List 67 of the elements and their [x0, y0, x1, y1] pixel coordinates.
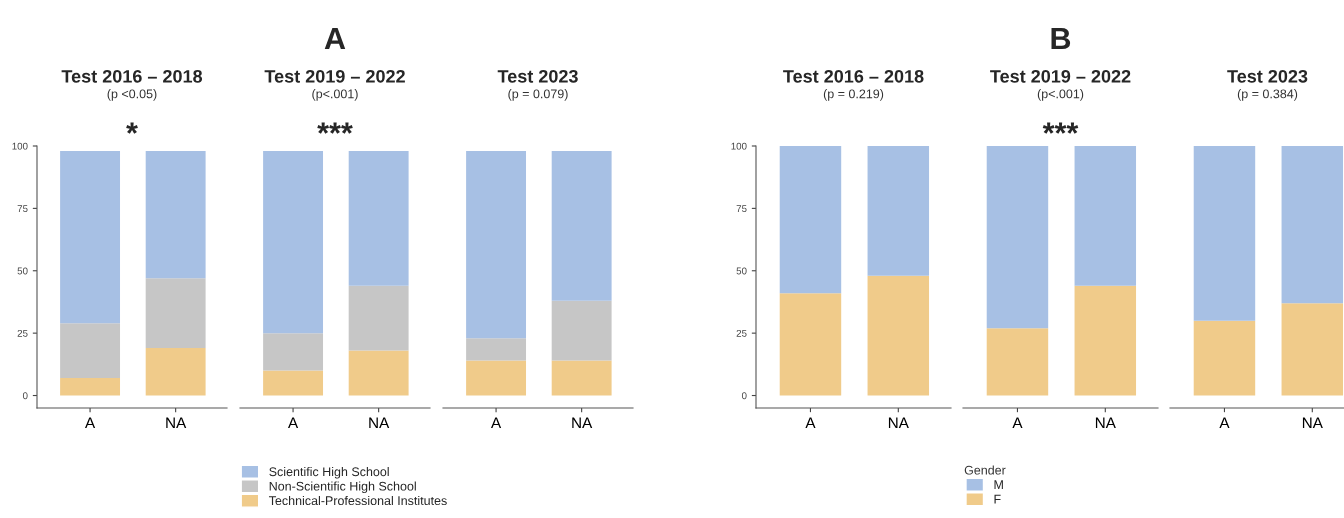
text: *** [1042, 122, 1079, 134]
y-tick-label: 25 [17, 329, 28, 337]
bar [466, 338, 527, 361]
chart-title: Test 2023 [497, 69, 578, 83]
legend-label: Scientific High School [269, 466, 389, 479]
bar [551, 360, 612, 396]
legend-title: Gender [964, 465, 1006, 475]
bar [263, 370, 324, 396]
chart-subtitle: (p = 0.079) [508, 89, 568, 101]
bar [867, 146, 930, 276]
y-tick-label: 50 [736, 267, 747, 275]
bar [263, 333, 324, 371]
legend-label: F [994, 494, 1001, 504]
y-tick-label: 75 [17, 205, 28, 212]
x-tick-label: A [805, 417, 816, 429]
x-tick-label: NA [888, 417, 909, 429]
y-tick-label: 50 [17, 267, 28, 275]
bar [867, 275, 930, 396]
y-tick-label: 0 [22, 392, 28, 400]
chart-subtitle: (p<.001) [312, 89, 358, 101]
x-tick-label: NA [572, 417, 593, 429]
bar [348, 285, 409, 351]
text: *** [317, 122, 353, 134]
x-tick-label: NA [166, 417, 187, 429]
bar [263, 150, 324, 334]
bar [551, 150, 612, 301]
legend-label: M [994, 480, 1003, 489]
x-tick-label: NA [1302, 417, 1323, 429]
legend-label: Technical-Professional Institutes [268, 495, 447, 506]
text: B [1051, 28, 1071, 50]
bar [348, 150, 409, 286]
text: A [324, 28, 346, 50]
x-tick-label: A [491, 417, 502, 429]
text: * [126, 122, 138, 134]
bar [466, 360, 527, 396]
bar [60, 150, 121, 324]
y-tick-label: 75 [736, 205, 747, 212]
bar [551, 300, 612, 361]
legend-label: Non-Scientific High School [269, 481, 416, 494]
chart-title: Test 2019 – 2022 [264, 69, 405, 83]
bar [145, 278, 206, 349]
bar [145, 150, 206, 279]
x-tick-label: A [288, 417, 299, 429]
x-tick-label: A [1012, 417, 1023, 429]
bar [145, 348, 206, 396]
y-tick-label: 100 [731, 142, 747, 150]
chart-subtitle: (p<.001) [1037, 89, 1084, 101]
chart-subtitle: (p <0.05) [107, 89, 157, 101]
bar [779, 293, 842, 396]
chart-subtitle: (p = 0.219) [823, 89, 884, 101]
bar [60, 323, 121, 379]
bar [466, 150, 527, 339]
x-tick-label: A [85, 417, 96, 429]
chart-title: Test 2019 – 2022 [990, 69, 1131, 83]
bar [60, 378, 121, 396]
y-tick-label: 0 [741, 392, 747, 400]
bar [348, 350, 409, 396]
y-tick-label: 25 [736, 329, 747, 337]
bar [779, 146, 842, 294]
chart-subtitle: (p = 0.384) [1237, 89, 1298, 101]
chart-title: Test 2016 – 2018 [783, 69, 924, 83]
y-tick-label: 100 [12, 142, 28, 150]
x-tick-label: NA [369, 417, 390, 429]
x-tick-label: A [1219, 417, 1230, 429]
x-tick-label: NA [1095, 417, 1116, 429]
chart-title: Test 2016 – 2018 [61, 69, 203, 83]
chart-title: Test 2023 [1227, 69, 1308, 83]
